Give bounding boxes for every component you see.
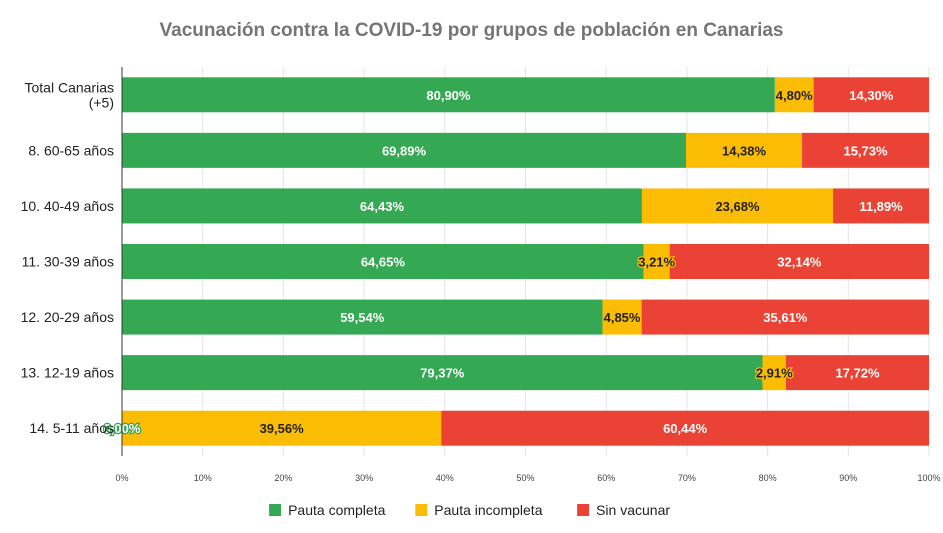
bar-sin-vacunar[interactable] — [641, 299, 929, 335]
data-label: 80,90% — [426, 88, 471, 103]
data-label: 2,91% — [756, 366, 793, 381]
data-label: 4,85% — [604, 310, 641, 325]
bar-pauta-incompleta[interactable] — [122, 410, 442, 446]
x-tick-label: 70% — [678, 473, 696, 483]
data-label: 14,30% — [849, 88, 894, 103]
data-label: 69,89% — [382, 143, 427, 158]
category-label: 12. 20-29 años — [21, 309, 114, 325]
data-label: 14,38% — [722, 143, 767, 158]
legend-label[interactable]: Pauta incompleta — [434, 502, 542, 518]
x-tick-label: 100% — [917, 473, 940, 483]
legend-swatch — [577, 504, 590, 516]
data-label: 59,54% — [340, 310, 385, 325]
x-tick-label: 30% — [355, 473, 373, 483]
data-label: 11,89% — [859, 199, 903, 214]
data-label: 32,14% — [777, 255, 822, 270]
data-label: 60,44% — [663, 421, 708, 436]
x-tick-label: 40% — [436, 473, 454, 483]
bar-pauta-incompleta[interactable] — [641, 188, 834, 224]
bar-pauta-incompleta[interactable] — [602, 299, 642, 335]
x-tick-label: 80% — [759, 473, 777, 483]
legend-swatch — [415, 504, 428, 516]
bar-pauta-completa[interactable] — [122, 299, 603, 335]
category-label: 10. 40-49 años — [21, 198, 114, 214]
chart-title: Vacunación contra la COVID-19 por grupos… — [159, 20, 784, 41]
bar-sin-vacunar[interactable] — [813, 77, 929, 113]
data-label: 15,73% — [843, 143, 888, 158]
x-tick-label: 90% — [839, 473, 857, 483]
category-label: Total Canarias — [25, 79, 115, 95]
x-tick-label: 20% — [274, 473, 292, 483]
data-label: 39,56% — [260, 421, 305, 436]
bar-sin-vacunar[interactable] — [441, 410, 929, 446]
bar-pauta-incompleta[interactable] — [643, 244, 670, 279]
bar-sin-vacunar[interactable] — [802, 132, 929, 168]
bar-pauta-completa[interactable] — [122, 355, 763, 391]
data-label: 23,68% — [715, 199, 760, 214]
bar-pauta-incompleta[interactable] — [774, 77, 814, 113]
data-label: 64,43% — [360, 199, 405, 214]
x-tick-label: 50% — [516, 473, 534, 483]
category-label: 11. 30-39 años — [22, 254, 114, 270]
category-label: 14. 5-11 años — [29, 420, 114, 436]
x-tick-label: 0% — [115, 473, 128, 483]
data-label: 3,21% — [638, 255, 675, 270]
bar-pauta-completa[interactable] — [122, 132, 687, 168]
bar-sin-vacunar[interactable] — [669, 244, 929, 279]
data-label: 17,72% — [835, 366, 880, 381]
category-label: 8. 60-65 años — [28, 142, 114, 158]
bar-pauta-completa[interactable] — [122, 188, 642, 224]
legend-label[interactable]: Pauta completa — [288, 502, 385, 518]
data-label: 79,37% — [420, 366, 465, 381]
data-label: 35,61% — [763, 310, 808, 325]
bar-sin-vacunar[interactable] — [833, 188, 929, 224]
x-tick-label: 10% — [194, 473, 212, 483]
legend-label[interactable]: Sin vacunar — [596, 502, 670, 518]
bar-sin-vacunar[interactable] — [785, 355, 929, 391]
bar-pauta-incompleta[interactable] — [762, 355, 786, 391]
bar-pauta-incompleta[interactable] — [686, 132, 803, 168]
x-tick-label: 60% — [597, 473, 615, 483]
data-label: 64,65% — [361, 255, 406, 270]
legend-swatch — [269, 504, 282, 516]
category-label: (+5) — [89, 94, 114, 110]
bar-pauta-completa[interactable] — [122, 77, 775, 113]
category-label: 13. 12-19 años — [21, 365, 114, 381]
data-label: 4,80% — [776, 88, 813, 103]
bar-pauta-completa[interactable] — [122, 244, 644, 279]
